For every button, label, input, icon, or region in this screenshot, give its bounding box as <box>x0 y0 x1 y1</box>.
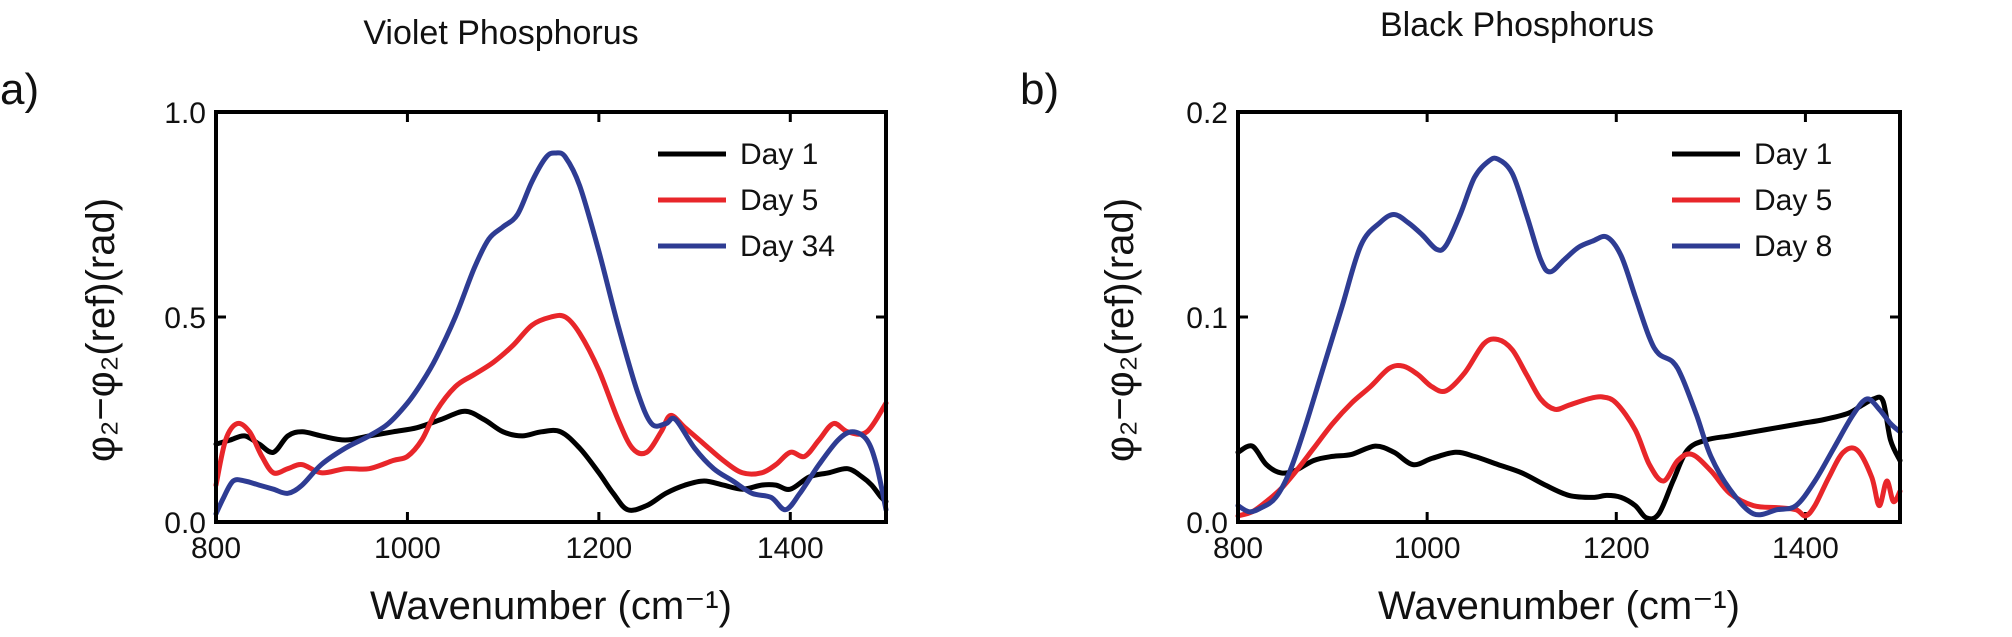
legend: Day 1 Day 5 Day 8 <box>1672 138 1832 263</box>
chart-title: Violet Phosphorus <box>363 14 638 52</box>
panel-label: a) <box>0 65 39 114</box>
legend-entry: Day 8 <box>1754 230 1832 263</box>
legend: Day 1 Day 5 Day 34 <box>658 138 835 263</box>
x-tick-label: 800 <box>1213 532 1263 565</box>
chart-violet-phosphorus: Violet Phosphorus a) φ₂−φ₂(ref)(rad) Wav… <box>0 14 889 628</box>
legend-entry: Day 5 <box>740 184 818 217</box>
series-line-day-1 <box>213 408 889 513</box>
legend-entry: Day 34 <box>740 230 835 263</box>
plot-frame <box>1236 110 1902 524</box>
x-tick-label: 1000 <box>374 532 441 565</box>
x-tick-label: 1400 <box>757 532 824 565</box>
chart-black-phosphorus: Black Phosphorus b) φ₂−φ₂(ref)(rad) Wave… <box>1020 6 1903 628</box>
axis-ticks: 800 1000 1200 1400 0.0 0.1 0.2 <box>1186 97 1900 565</box>
x-axis-label: Wavenumber (cm⁻¹) <box>370 584 732 628</box>
x-tick-label: 1000 <box>1394 532 1461 565</box>
panel-label: b) <box>1020 65 1059 114</box>
legend-entry: Day 1 <box>740 138 818 171</box>
x-tick-label: 1200 <box>565 532 632 565</box>
x-tick-label: 800 <box>191 532 241 565</box>
legend-entry: Day 5 <box>1754 184 1832 217</box>
axis-ticks: 800 1000 1200 1400 0.0 0.5 1.0 <box>164 97 886 565</box>
plot-frame <box>214 110 888 524</box>
y-tick-label: 0.0 <box>1186 507 1228 540</box>
chart-title: Black Phosphorus <box>1380 6 1654 44</box>
x-tick-label: 1200 <box>1583 532 1650 565</box>
series-lines <box>1235 155 1903 522</box>
x-axis-label: Wavenumber (cm⁻¹) <box>1378 584 1740 628</box>
series-line-day-1 <box>1235 394 1903 522</box>
legend-entry: Day 1 <box>1754 138 1832 171</box>
y-axis-label: φ₂−φ₂(ref)(rad) <box>79 198 123 462</box>
series-line-day-5 <box>1235 336 1903 519</box>
series-line-day-34 <box>213 150 889 517</box>
series-line-day-8 <box>1235 155 1903 518</box>
y-tick-label: 0.1 <box>1186 302 1228 335</box>
x-tick-label: 1400 <box>1772 532 1839 565</box>
y-tick-label: 0.5 <box>164 302 206 335</box>
y-tick-label: 1.0 <box>164 97 206 130</box>
y-axis-label: φ₂−φ₂(ref)(rad) <box>1098 198 1142 462</box>
y-tick-label: 0.0 <box>164 507 206 540</box>
series-lines <box>213 150 889 517</box>
series-line-day-5 <box>213 312 889 488</box>
y-tick-label: 0.2 <box>1186 97 1228 130</box>
